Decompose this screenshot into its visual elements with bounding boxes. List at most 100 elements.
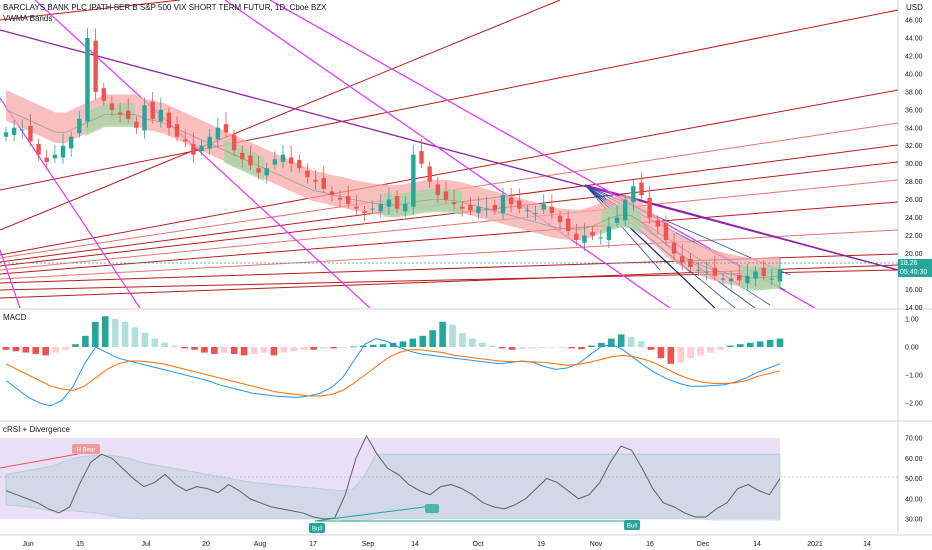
candle-body[interactable] <box>166 112 172 128</box>
candle-body[interactable] <box>280 154 286 162</box>
candle-body[interactable] <box>565 218 571 232</box>
trendline-group[interactable] <box>0 0 898 308</box>
candle-body[interactable] <box>101 88 106 101</box>
candle-body[interactable] <box>337 197 343 200</box>
candle-body[interactable] <box>460 206 465 209</box>
candle-body[interactable] <box>525 210 530 212</box>
candle-body[interactable] <box>256 168 261 173</box>
candle-body[interactable] <box>174 124 180 137</box>
trendline[interactable] <box>0 201 898 275</box>
candle-body[interactable] <box>321 178 326 189</box>
indicator-label-crsi[interactable]: cRSI + Divergence <box>3 425 70 434</box>
candle-body[interactable] <box>590 231 595 236</box>
macd-pane[interactable] <box>2 316 784 407</box>
candle-body[interactable] <box>28 125 33 142</box>
candle-body[interactable] <box>696 269 701 271</box>
candle-body[interactable] <box>313 179 318 182</box>
trendline-magenta[interactable] <box>0 97 141 308</box>
candle-body[interactable] <box>215 127 221 140</box>
candle-body[interactable] <box>549 206 555 214</box>
candle-body[interactable] <box>468 205 473 211</box>
candle-body[interactable] <box>639 182 644 196</box>
candle-body[interactable] <box>288 157 294 164</box>
trendline[interactable] <box>0 0 181 21</box>
price-pane[interactable] <box>0 0 898 308</box>
candle-body[interactable] <box>728 278 734 282</box>
candle-body[interactable] <box>207 136 212 149</box>
candle-body[interactable] <box>623 199 628 221</box>
candle-body[interactable] <box>500 195 506 214</box>
candle-body[interactable] <box>753 271 758 279</box>
candle-body[interactable] <box>305 170 310 178</box>
candle-body[interactable] <box>631 186 636 203</box>
candle-body[interactable] <box>68 136 74 149</box>
candle-body[interactable] <box>737 275 742 281</box>
candle-body[interactable] <box>769 278 775 280</box>
candle-body[interactable] <box>60 145 66 158</box>
candle-body[interactable] <box>745 275 750 284</box>
candle-body[interactable] <box>386 199 392 207</box>
candle-body[interactable] <box>150 101 155 119</box>
candle-body[interactable] <box>52 154 58 159</box>
candle-body[interactable] <box>85 37 90 122</box>
candle-body[interactable] <box>345 196 351 205</box>
candle-body[interactable] <box>508 197 514 205</box>
candle-body[interactable] <box>671 242 677 254</box>
candle-body[interactable] <box>248 155 253 166</box>
candle-body[interactable] <box>231 134 237 151</box>
candle-body[interactable] <box>183 139 188 142</box>
trendline-magenta[interactable] <box>34 0 371 308</box>
candle-body[interactable] <box>614 217 620 223</box>
crsi-pane[interactable] <box>0 434 898 522</box>
trendline-purple[interactable] <box>584 184 898 271</box>
candle-body[interactable] <box>411 154 416 207</box>
candle-body[interactable] <box>517 200 522 209</box>
candle-body[interactable] <box>134 121 139 128</box>
candle-body[interactable] <box>712 267 718 276</box>
candle-body[interactable] <box>297 160 302 169</box>
candle-body[interactable] <box>688 258 693 267</box>
time-axis[interactable]: Jun 15 Jul 20 Aug 17 Sep 14 Oct 19 Nov 16 Dec 14 2021 1… <box>22 541 871 548</box>
candlestick-series[interactable] <box>3 28 783 290</box>
candle-body[interactable] <box>223 124 229 133</box>
candle-body[interactable] <box>484 208 489 210</box>
trendline[interactable] <box>0 0 561 231</box>
candle-body[interactable] <box>647 197 652 218</box>
candle-body[interactable] <box>761 267 766 276</box>
candle-body[interactable] <box>264 168 269 176</box>
candle-body[interactable] <box>606 226 612 241</box>
candle-body[interactable] <box>44 157 49 162</box>
candle-body[interactable] <box>680 256 685 263</box>
candle-body[interactable] <box>492 205 498 211</box>
candle-body[interactable] <box>362 211 367 214</box>
candle-body[interactable] <box>655 220 660 227</box>
candle-body[interactable] <box>451 202 457 205</box>
candle-body[interactable] <box>403 204 408 212</box>
candle-body[interactable] <box>378 204 383 212</box>
candle-body[interactable] <box>720 278 726 280</box>
candle-body[interactable] <box>354 206 359 209</box>
candle-body[interactable] <box>126 110 131 119</box>
trendline[interactable] <box>0 9 898 191</box>
candle-body[interactable] <box>574 233 579 241</box>
candle-body[interactable] <box>329 191 335 196</box>
candle-body[interactable] <box>191 143 196 155</box>
indicator-label-vwma[interactable]: VWMA Bands <box>3 14 53 23</box>
candle-body[interactable] <box>11 127 17 135</box>
candle-body[interactable] <box>476 206 481 214</box>
candle-body[interactable] <box>3 132 9 137</box>
candle-body[interactable] <box>394 196 400 209</box>
candle-body[interactable] <box>272 159 278 165</box>
trendline-magenta[interactable] <box>224 0 671 308</box>
candle-body[interactable] <box>240 152 245 160</box>
candle-body[interactable] <box>427 166 432 182</box>
candle-body[interactable] <box>541 204 546 210</box>
candle-body[interactable] <box>777 269 783 282</box>
indicator-label-macd[interactable]: MACD <box>3 313 27 322</box>
candle-body[interactable] <box>117 112 123 115</box>
trendline-magenta[interactable] <box>0 249 21 308</box>
candle-body[interactable] <box>443 191 449 200</box>
candle-body[interactable] <box>158 109 163 122</box>
candle-body[interactable] <box>370 208 375 210</box>
